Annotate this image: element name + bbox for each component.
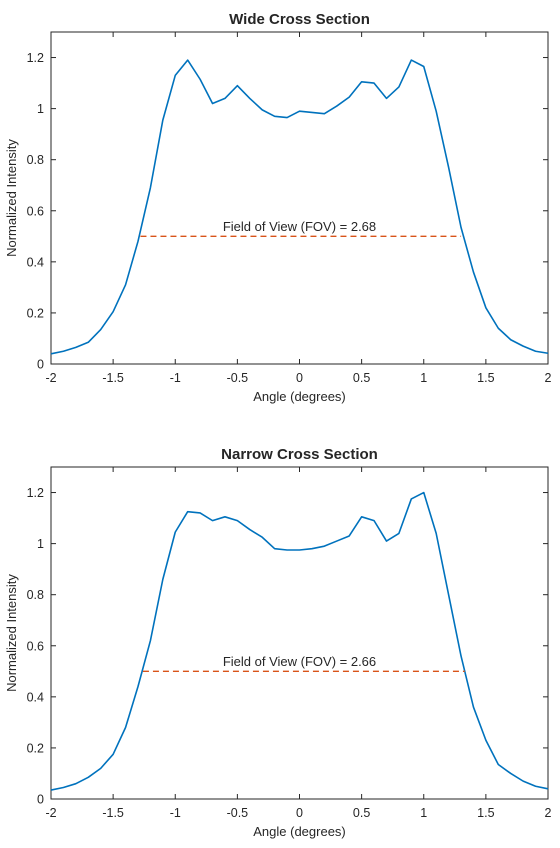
y-tick-label: 1.2 bbox=[27, 486, 44, 500]
chart-title: Narrow Cross Section bbox=[221, 446, 378, 463]
x-tick-label: 0 bbox=[296, 806, 303, 820]
intensity-line bbox=[50, 59, 549, 355]
fov-annotation: Field of View (FOV) = 2.66 bbox=[223, 654, 376, 669]
y-tick-label: 0.6 bbox=[27, 639, 44, 653]
y-tick-label: 0.2 bbox=[27, 741, 44, 755]
y-tick-label: 1 bbox=[37, 537, 44, 551]
y-tick-label: 0.6 bbox=[27, 204, 44, 218]
y-tick-label: 0.4 bbox=[27, 690, 44, 704]
y-tick-label: 1.2 bbox=[27, 51, 44, 65]
y-tick-label: 0.8 bbox=[27, 588, 44, 602]
x-tick-label: 2 bbox=[545, 806, 552, 820]
x-tick-label: 0.5 bbox=[353, 806, 370, 820]
x-tick-label: -0.5 bbox=[227, 806, 249, 820]
x-tick-label: -1 bbox=[170, 806, 181, 820]
wide-cross-section-plot: -2 -1.5 -1 -0.5 0 0.5 1 1.5 2 0 0.2 0.4 0.6 0.8 1 1.2 Fi… bbox=[4, 11, 552, 404]
x-tick-label: 2 bbox=[545, 371, 552, 385]
chart-title: Wide Cross Section bbox=[229, 11, 370, 28]
x-axis-label: Angle (degrees) bbox=[253, 389, 346, 404]
x-tick-label: 1 bbox=[420, 371, 427, 385]
y-tick-label: 1 bbox=[37, 102, 44, 116]
axes-box bbox=[50, 31, 549, 365]
x-tick-label: -1.5 bbox=[102, 806, 124, 820]
x-tick-label: -0.5 bbox=[227, 371, 249, 385]
narrow-cross-section-plot: -2 -1.5 -1 -0.5 0 0.5 1 1.5 2 0 0.2 0.4 0.6 0.8 1 1.2 Fi… bbox=[4, 446, 552, 839]
axes-box bbox=[50, 466, 549, 800]
intensity-line bbox=[50, 491, 549, 791]
y-tick-label: 0.8 bbox=[27, 153, 44, 167]
x-tick-label: 1 bbox=[420, 806, 427, 820]
y-tick-label: 0.4 bbox=[27, 255, 44, 269]
y-tick-label: 0 bbox=[37, 358, 44, 372]
x-tick-label: -2 bbox=[45, 371, 56, 385]
x-axis-label: Angle (degrees) bbox=[253, 824, 346, 839]
x-tick-label: 0.5 bbox=[353, 371, 370, 385]
x-tick-label: -1 bbox=[170, 371, 181, 385]
x-tick-label: 1.5 bbox=[477, 806, 494, 820]
x-tick-label: -1.5 bbox=[102, 371, 124, 385]
x-tick-label: 1.5 bbox=[477, 371, 494, 385]
y-tick-label: 0 bbox=[37, 793, 44, 807]
x-tick-label: 0 bbox=[296, 371, 303, 385]
y-axis-label: Normalized Intensity bbox=[4, 139, 19, 257]
y-tick-label: 0.2 bbox=[27, 306, 44, 320]
fov-annotation: Field of View (FOV) = 2.68 bbox=[223, 219, 376, 234]
x-tick-label: -2 bbox=[45, 806, 56, 820]
y-axis-label: Normalized Intensity bbox=[4, 574, 19, 692]
